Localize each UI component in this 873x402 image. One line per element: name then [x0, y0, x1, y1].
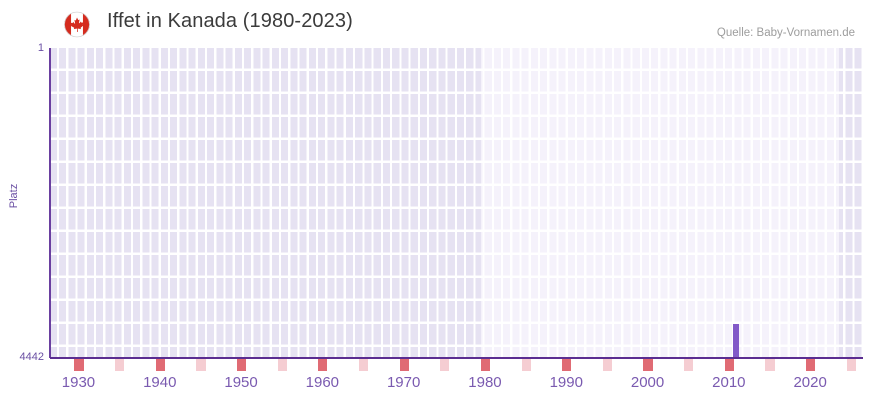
x-axis-tick-major [724, 359, 734, 371]
x-axis-tick-label: 2020 [793, 374, 827, 391]
x-axis-tick-major [236, 359, 247, 371]
x-axis-tick-label: 2010 [712, 374, 746, 391]
post-data-range-band [838, 48, 863, 358]
pre-data-range-band [50, 48, 481, 358]
x-axis-tick-strip [50, 359, 863, 371]
source-attribution: Quelle: Baby-Vornamen.de [716, 27, 855, 39]
chart-plot-area [50, 48, 863, 358]
x-axis-tick-minor [358, 359, 369, 371]
x-axis-tick-label: 1980 [468, 374, 502, 391]
x-axis-tick-minor [196, 359, 206, 371]
x-axis-tick-minor [115, 359, 125, 371]
canada-flag-icon [60, 11, 94, 38]
x-axis-tick-label: 1970 [386, 374, 421, 391]
x-axis-tick-major [562, 359, 572, 371]
y-axis-line [49, 48, 51, 358]
x-axis-tick-label: 1990 [549, 374, 583, 391]
x-axis-tick-major [74, 359, 84, 371]
x-axis-tick-label: 1930 [61, 374, 96, 391]
x-axis-tick-label: 1960 [305, 374, 340, 391]
y-axis-tick-bottom: 4442 [19, 351, 44, 363]
x-axis-tick-minor [684, 359, 694, 371]
x-axis-tick-major [806, 359, 816, 371]
y-axis-tick-top: 1 [37, 42, 44, 54]
x-axis-tick-labels: 1930 1940 1950 1960 1970 1980 1990 2000 2010 2020 [50, 374, 863, 400]
x-axis-tick-minor [846, 359, 856, 371]
x-axis-tick-major [318, 359, 328, 371]
x-axis-tick-minor [765, 359, 775, 371]
data-bar [732, 323, 739, 358]
page-title: Iffet in Kanada (1980-2023) [107, 10, 353, 32]
x-axis-tick-label: 2000 [630, 374, 665, 391]
x-axis-line [50, 357, 863, 359]
y-axis-title: Platz [8, 183, 20, 209]
x-axis-tick-minor [277, 359, 287, 371]
x-axis-tick-minor [521, 359, 531, 371]
x-axis-tick-major [643, 359, 653, 371]
x-axis-tick-major [155, 359, 165, 371]
chart-header: Iffet in Kanada (1980-2023) Quelle: Baby… [0, 0, 873, 48]
x-axis-tick-minor [602, 359, 613, 371]
x-axis-tick-major [399, 359, 409, 371]
x-axis-tick-minor [440, 359, 450, 371]
x-axis-tick-label: 1950 [224, 374, 258, 391]
x-axis-tick-label: 1940 [143, 374, 177, 391]
x-axis-tick-major [480, 359, 491, 371]
